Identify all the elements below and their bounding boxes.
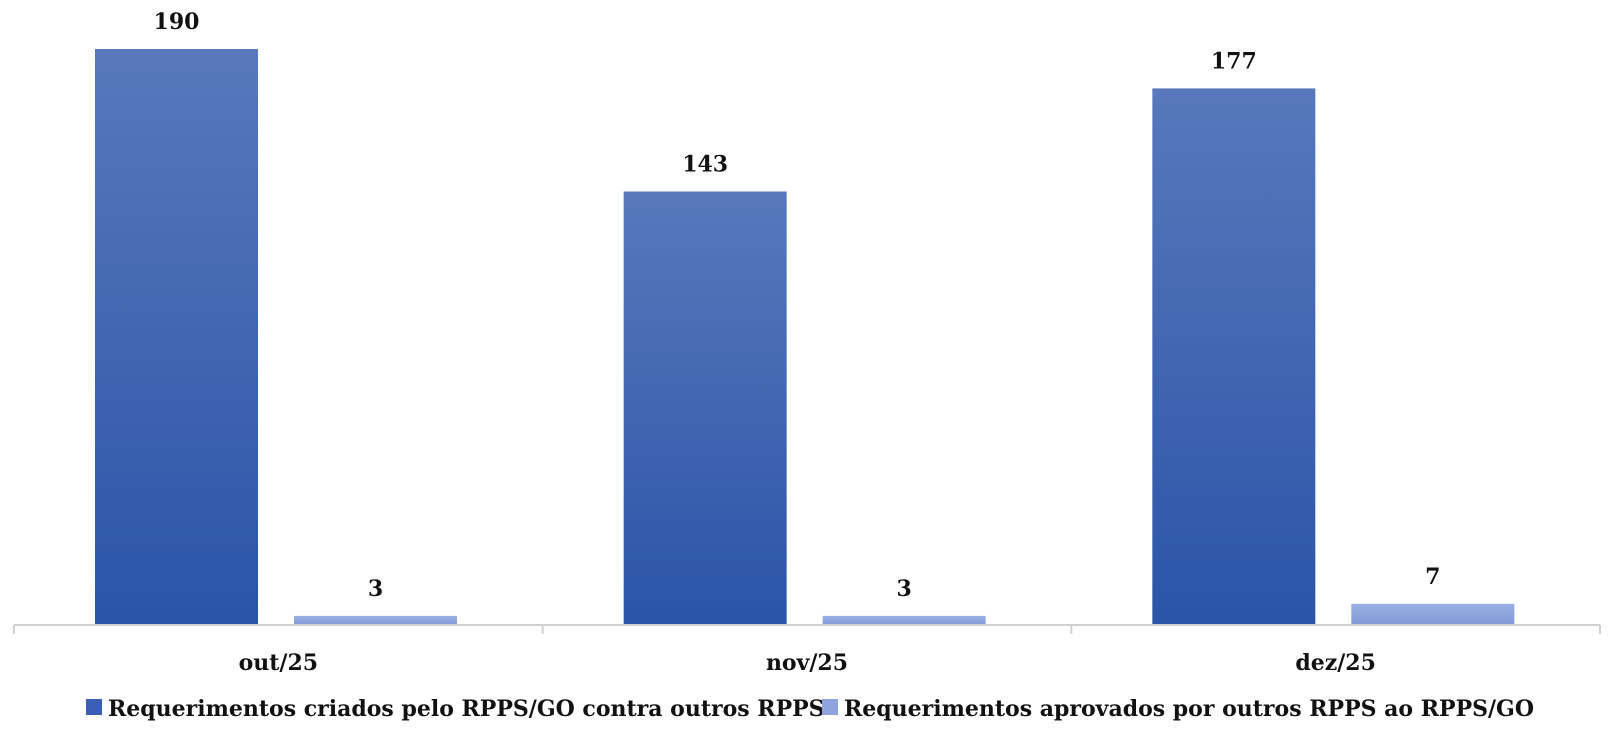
data-label: 3	[897, 576, 912, 602]
data-label: 190	[154, 9, 200, 35]
legend-swatch-aprovados	[822, 699, 838, 715]
bar-aprovados-out-25	[294, 615, 457, 625]
x-tick-label: out/25	[239, 650, 318, 676]
x-tick-label: dez/25	[1295, 650, 1376, 676]
bar-aprovados-nov-25	[822, 615, 986, 625]
data-label: 7	[1425, 564, 1440, 590]
bar-aprovados-dez-25	[1351, 603, 1515, 625]
legend-swatch-criados	[86, 699, 102, 715]
bar-criados-dez-25	[1152, 88, 1316, 626]
data-label: 143	[682, 151, 728, 177]
legend-label-aprovados: Requerimentos aprovados por outros RPPS …	[844, 696, 1534, 722]
data-label: 177	[1211, 48, 1257, 74]
legend-label-criados: Requerimentos criados pelo RPPS/GO contr…	[108, 696, 825, 722]
data-label: 3	[368, 576, 383, 602]
bar-criados-nov-25	[623, 191, 787, 626]
bar-criados-out-25	[95, 49, 258, 625]
x-tick-label: nov/25	[766, 650, 848, 676]
